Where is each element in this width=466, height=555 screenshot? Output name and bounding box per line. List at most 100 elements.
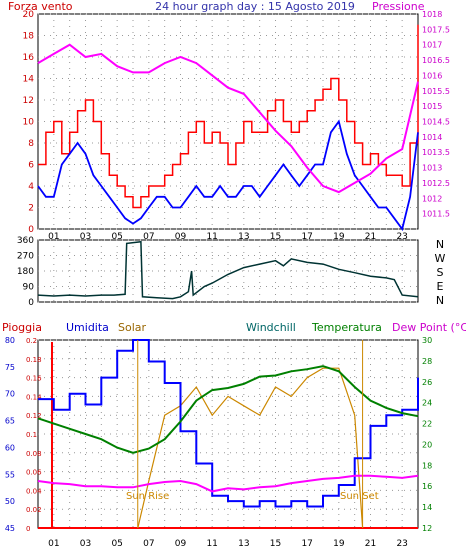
rain-tick-label: 0.02 — [26, 506, 42, 514]
dewpoint-line — [37, 474, 419, 493]
direction-tick-label: 0 — [28, 298, 34, 308]
x-tick-label-bottom: 05 — [111, 539, 122, 549]
temperature-tick-label: 22 — [422, 420, 432, 429]
x-tick-label-top: 21 — [365, 232, 376, 242]
x-tick-label-top: 07 — [143, 232, 154, 242]
humidity-tick-label: 75 — [5, 363, 15, 372]
humidity-tick-label: 55 — [5, 470, 15, 479]
temperature-tick-label: 20 — [422, 440, 432, 449]
wind-tick-label: 0 — [28, 225, 34, 235]
x-tick-label-top: 01 — [48, 232, 59, 242]
pressure-tick-label: 1016 — [422, 71, 442, 80]
pressure-line — [37, 43, 419, 194]
pressure-tick-label: 1011.5 — [422, 210, 450, 219]
temperature-tick-label: 16 — [422, 482, 432, 491]
rain-tick-label: 0.06 — [26, 469, 42, 477]
legend-rain: Pioggia — [2, 321, 42, 334]
x-tick-label-top: 11 — [206, 232, 217, 242]
wind-tick-label: 20 — [23, 10, 35, 20]
temperature-tick-label: 18 — [422, 461, 432, 470]
chart-marks: 01 01 03 03 05 05 07 07 09 09 11 11 13 13 15 15 17 17 19 19… — [5, 10, 450, 549]
wind-tick-label: 2 — [28, 204, 34, 214]
wind-tick-label: 4 — [28, 182, 34, 192]
x-tick-label-bottom: 19 — [333, 539, 345, 549]
x-tick-label-top: 15 — [270, 232, 281, 242]
humidity-tick-label: 60 — [5, 443, 15, 452]
compass-label: E — [437, 280, 444, 293]
humidity-tick-label: 80 — [5, 336, 15, 345]
x-tick-label-top: 09 — [175, 232, 187, 242]
direction-tick-label: 360 — [17, 236, 34, 246]
direction-tick-label: 90 — [23, 283, 35, 293]
x-tick-label-top: 19 — [333, 232, 345, 242]
pressure-tick-label: 1014 — [422, 133, 442, 142]
pressure-tick-label: 1015 — [422, 102, 442, 111]
temperature-tick-label: 12 — [422, 524, 432, 533]
pressure-tick-label: 1016.5 — [422, 56, 450, 65]
rain-tick-label: 0.1 — [26, 431, 37, 439]
temperature-tick-label: 30 — [422, 336, 432, 345]
wind-axis-label: Forza vento — [8, 0, 73, 13]
humidity-tick-label: 45 — [5, 524, 15, 533]
humidity-tick-label: 65 — [5, 417, 15, 426]
pressure-axis-label: Pressione — [372, 0, 425, 13]
pressure-tick-label: 1017.5 — [422, 25, 450, 34]
x-tick-label-bottom: 03 — [80, 539, 91, 549]
x-tick-label-bottom: 21 — [365, 539, 376, 549]
wind-tick-label: 16 — [23, 53, 35, 63]
avg-wind-line — [37, 119, 419, 232]
rain-tick-label: 0.16 — [26, 375, 42, 383]
x-tick-label-top: 17 — [301, 232, 312, 242]
x-tick-label-top: 05 — [111, 232, 122, 242]
wind-tick-label: 14 — [23, 75, 35, 85]
rain-tick-label: 0.18 — [26, 356, 42, 364]
x-tick-label-top: 03 — [80, 232, 91, 242]
pressure-tick-label: 1013 — [422, 164, 442, 173]
wind-speed-line — [38, 24, 419, 209]
sunrise-label: Sun Rise — [126, 491, 169, 502]
temperature-tick-label: 14 — [422, 503, 432, 512]
legend-windchill: Windchill — [246, 321, 296, 334]
wind-tick-label: 12 — [23, 96, 34, 106]
legend-dewpoint: Dew Point (°C) — [392, 321, 466, 334]
x-tick-label-bottom: 17 — [301, 539, 312, 549]
rain-tick-label: 0.12 — [26, 412, 42, 420]
humidity-tick-label: 70 — [5, 390, 15, 399]
compass-label: N — [436, 294, 444, 307]
rain-tick-label: 0 — [26, 525, 30, 533]
wind-tick-label: 10 — [23, 118, 35, 128]
temperature-tick-label: 24 — [422, 399, 432, 408]
x-tick-label-bottom: 13 — [238, 539, 249, 549]
compass-label: N — [436, 238, 444, 251]
x-tick-label-top: 23 — [396, 232, 407, 242]
wind-tick-label: 8 — [28, 139, 34, 149]
rain-tick-label: 0.14 — [26, 393, 42, 401]
x-tick-label-bottom: 07 — [143, 539, 154, 549]
compass-label: W — [435, 252, 446, 265]
rain-tick-label: 0.04 — [26, 487, 42, 495]
wind-tick-label: 18 — [23, 32, 35, 42]
pressure-tick-label: 1018 — [422, 10, 442, 19]
rain-tick-label: 0.08 — [26, 450, 42, 458]
x-tick-label-bottom: 11 — [206, 539, 217, 549]
legend-solar: Solar — [118, 321, 147, 334]
chart-title: 24 hour graph day : 15 Agosto 2019 — [155, 0, 355, 13]
direction-tick-label: 270 — [17, 252, 34, 262]
humidity-tick-label: 50 — [5, 497, 15, 506]
wind-tick-label: 6 — [28, 161, 34, 171]
x-tick-label-bottom: 09 — [175, 539, 187, 549]
sunset-label: Sun Set — [340, 491, 379, 502]
direction-tick-label: 180 — [17, 267, 34, 277]
wind-direction-line — [37, 240, 419, 300]
temperature-line — [37, 365, 419, 454]
temperature-tick-label: 26 — [422, 378, 432, 387]
pressure-tick-label: 1017 — [422, 41, 442, 50]
humidity-line — [38, 339, 419, 508]
x-tick-label-bottom: 23 — [396, 539, 407, 549]
pressure-tick-label: 1013.5 — [422, 148, 450, 157]
pressure-tick-label: 1015.5 — [422, 87, 450, 96]
legend-temperature: Temperatura — [311, 321, 382, 334]
x-tick-label-bottom: 01 — [48, 539, 59, 549]
legend-humidity: Umidita — [66, 321, 109, 334]
